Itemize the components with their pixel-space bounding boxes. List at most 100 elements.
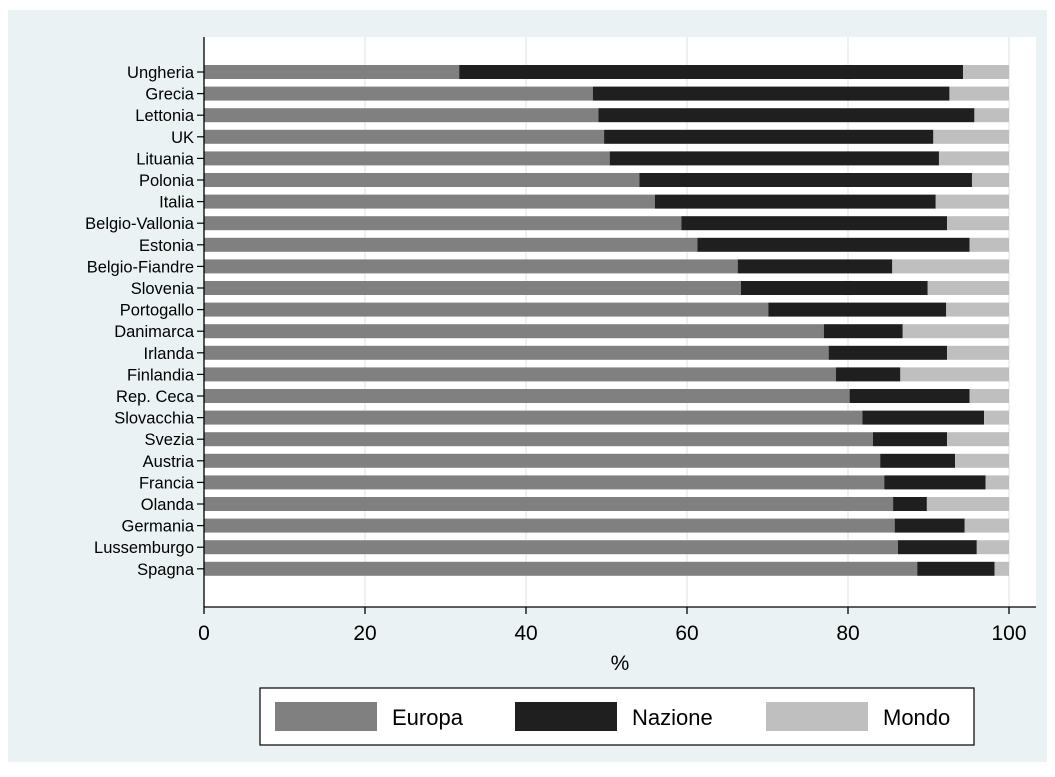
bar-nazione: [835, 367, 901, 382]
bar-europa: [204, 453, 881, 468]
bar-nazione: [654, 194, 936, 209]
bar-mondo: [927, 281, 1009, 295]
legend-swatch-nazione: [515, 702, 617, 731]
bar-europa: [204, 540, 898, 555]
x-tick-labels: 0 20 40 60 80 100: [198, 607, 1027, 645]
x-tick-label: 100: [991, 622, 1026, 645]
bars: [204, 65, 1009, 576]
category-label: Lussemburgo: [94, 539, 194, 557]
legend-swatch-mondo: [766, 702, 868, 731]
category-label: Belgio-Vallonia: [85, 215, 195, 233]
bar-nazione: [828, 345, 948, 360]
x-tick-label: 80: [836, 622, 859, 645]
bar-nazione: [592, 86, 950, 101]
bar-europa: [204, 237, 698, 252]
bar-nazione: [737, 259, 893, 274]
axes: [203, 37, 1036, 608]
bar-nazione: [917, 561, 995, 576]
bar-nazione: [880, 453, 956, 468]
category-label: Francia: [139, 474, 195, 492]
category-label: Slovenia: [131, 280, 195, 298]
bar-nazione: [459, 65, 964, 79]
bar-europa: [204, 216, 682, 231]
bar-europa: [204, 324, 824, 339]
category-label: Polonia: [139, 172, 195, 190]
bar-nazione: [893, 497, 927, 511]
legend-swatch-europa: [275, 702, 377, 731]
bar-mondo: [935, 194, 1009, 209]
bar-europa: [204, 497, 894, 511]
bar-europa: [204, 108, 599, 123]
category-label: Belgio-Fiandre: [87, 258, 194, 276]
bar-nazione: [884, 475, 986, 490]
category-label: Ungheria: [127, 64, 195, 82]
bar-mondo: [947, 345, 1009, 360]
category-label: Slovacchia: [114, 410, 195, 428]
bar-mondo: [946, 302, 1009, 317]
bar-mondo: [964, 518, 1009, 533]
category-label: Lettonia: [135, 107, 195, 125]
category-label: Olanda: [141, 496, 195, 514]
category-label: Grecia: [145, 86, 194, 104]
bar-mondo: [994, 561, 1009, 576]
bar-europa: [204, 259, 738, 274]
bar-europa: [204, 389, 850, 403]
category-label: Rep. Ceca: [116, 388, 195, 406]
category-label: Svezia: [144, 431, 194, 449]
bar-nazione: [894, 518, 965, 533]
x-tick-label: 20: [353, 622, 376, 645]
bar-mondo: [900, 367, 1009, 382]
bar-nazione: [681, 216, 948, 231]
bar-mondo: [892, 259, 1009, 274]
bar-mondo: [971, 173, 1009, 187]
bar-mondo: [985, 475, 1009, 490]
category-label: Austria: [143, 453, 195, 471]
bar-mondo: [976, 540, 1009, 555]
x-tick-label: 60: [675, 622, 698, 645]
category-label: UK: [171, 129, 194, 147]
bar-europa: [204, 410, 863, 425]
bar-mondo: [984, 410, 1009, 425]
bar-europa: [204, 432, 873, 447]
x-tick-label: 40: [514, 622, 537, 645]
bar-nazione: [872, 432, 948, 447]
bar-mondo: [938, 151, 1009, 166]
bar-nazione: [604, 129, 934, 144]
bar-nazione: [849, 389, 970, 403]
bar-europa: [204, 561, 918, 576]
bar-mondo: [947, 216, 1009, 231]
bar-mondo: [969, 389, 1009, 403]
bar-nazione: [609, 151, 939, 166]
legend-label-mondo: Mondo: [883, 705, 950, 730]
bar-mondo: [933, 129, 1009, 144]
category-label: Italia: [159, 194, 195, 212]
bar-europa: [204, 86, 593, 101]
category-labels: Ungheria Grecia Lettonia UK Lituania Polonia I…: [85, 64, 204, 579]
category-label: Estonia: [139, 237, 195, 255]
bar-nazione: [768, 302, 947, 317]
category-label: Danimarca: [114, 323, 195, 341]
bar-nazione: [639, 173, 972, 187]
bar-europa: [204, 281, 741, 295]
x-tick-label: 0: [198, 622, 210, 645]
bar-mondo: [902, 324, 1009, 339]
category-label: Spagna: [137, 561, 195, 579]
bar-nazione: [740, 281, 928, 295]
bar-europa: [204, 302, 769, 317]
bar-mondo: [963, 65, 1009, 79]
bar-europa: [204, 151, 610, 166]
bar-mondo: [949, 86, 1009, 101]
category-label: Lituania: [136, 150, 195, 168]
legend-label-europa: Europa: [392, 705, 464, 730]
bar-nazione: [823, 324, 903, 339]
bar-nazione: [697, 237, 970, 252]
bar-europa: [204, 345, 829, 360]
bar-mondo: [947, 432, 1009, 447]
bar-nazione: [862, 410, 985, 425]
bar-nazione: [897, 540, 977, 555]
bar-europa: [204, 194, 655, 209]
legend: Europa Nazione Mondo: [259, 687, 975, 746]
bar-europa: [204, 518, 895, 533]
